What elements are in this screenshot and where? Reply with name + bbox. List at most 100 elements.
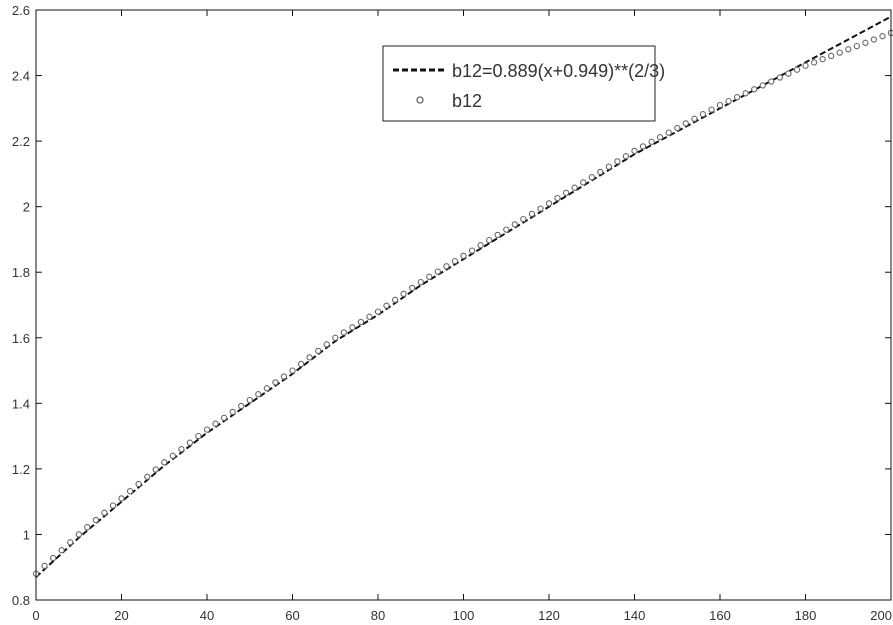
fit-curve-line — [35, 15, 892, 578]
data-point-marker — [716, 101, 724, 109]
data-point-marker — [460, 252, 467, 259]
y-tick-label: 2.2 — [12, 134, 30, 149]
data-point-marker — [537, 205, 544, 212]
data-point-marker — [135, 480, 142, 488]
data-point-marker — [614, 158, 621, 165]
data-point-marker — [528, 210, 536, 218]
data-point-marker — [220, 414, 228, 421]
data-point-marker — [870, 36, 878, 43]
y-tick-label: 0.8 — [12, 593, 30, 608]
x-tick-label: 40 — [200, 608, 214, 623]
data-point-marker — [853, 42, 860, 50]
data-point-marker — [443, 263, 450, 270]
data-point-marker — [195, 432, 202, 440]
data-point-marker — [75, 531, 82, 538]
axis-ticks-layer: 0 20 40 60 80 100 120 140 160 180 200 0.8 1 1.2 1.4 1.6… — [12, 3, 892, 623]
data-point-marker — [118, 495, 125, 502]
data-point-marker — [152, 466, 159, 473]
data-point-marker — [733, 94, 741, 101]
data-point-marker — [708, 106, 715, 113]
x-tick-label: 200 — [870, 608, 892, 623]
data-point-marker — [486, 236, 493, 244]
data-point-marker — [332, 334, 339, 341]
data-point-marker — [545, 200, 553, 207]
data-point-marker — [674, 124, 681, 132]
data-point-marker — [289, 367, 296, 374]
y-tick-label: 1.2 — [12, 462, 30, 477]
legend-marker-sample — [416, 96, 424, 104]
data-point-marker — [255, 391, 262, 398]
data-point-marker — [203, 426, 211, 433]
data-point-marker — [511, 221, 518, 228]
data-point-marker — [793, 66, 801, 73]
data-point-marker — [263, 385, 271, 392]
data-point-marker — [802, 62, 809, 69]
data-point-marker — [665, 129, 672, 136]
data-point-marker — [229, 408, 236, 416]
data-point-marker — [434, 268, 441, 275]
y-tick-label: 1.6 — [12, 331, 30, 346]
x-tick-label: 60 — [285, 608, 299, 623]
data-point-marker — [785, 70, 792, 77]
legend: b12=0.889(x+0.949)**(2/3) b12 — [382, 45, 665, 122]
x-tick-label: 120 — [538, 608, 560, 623]
x-tick-label: 160 — [709, 608, 731, 623]
data-point-marker — [751, 86, 758, 93]
data-point-marker — [58, 547, 65, 554]
data-point-marker — [503, 226, 510, 233]
data-point-marker — [836, 49, 843, 56]
data-point-marker — [580, 179, 587, 186]
y-tick-label: 2 — [23, 200, 30, 215]
x-tick-label: 180 — [795, 608, 817, 623]
data-point-marker — [280, 373, 288, 380]
y-tick-label: 1.8 — [12, 265, 30, 280]
data-point-marker — [340, 329, 347, 336]
data-point-marker — [597, 168, 604, 176]
data-point-marker — [828, 52, 835, 60]
y-tick-label: 2.4 — [12, 69, 30, 84]
data-point-marker — [409, 284, 416, 292]
data-point-marker — [315, 347, 322, 355]
data-point-marker — [494, 231, 501, 239]
data-point-marker — [238, 402, 245, 410]
y-tick-label: 1.4 — [12, 396, 30, 411]
data-point-marker — [101, 509, 108, 516]
data-point-marker — [631, 147, 638, 155]
x-tick-label: 0 — [32, 608, 39, 623]
data-point-marker — [862, 39, 869, 46]
data-point-marker — [605, 163, 613, 170]
y-tick-label: 2.6 — [12, 3, 30, 18]
data-point-marker — [588, 174, 595, 181]
data-point-marker — [477, 242, 484, 249]
x-tick-label: 100 — [453, 608, 475, 623]
legend-label-fit: b12=0.889(x+0.949)**(2/3) — [452, 61, 665, 81]
data-point-marker — [323, 341, 330, 348]
data-point-marker — [776, 74, 784, 81]
data-point-marker — [656, 134, 664, 141]
data-point-marker — [161, 459, 168, 466]
data-point-marker — [357, 318, 365, 326]
data-point-marker — [725, 97, 732, 105]
data-point-marker — [468, 247, 476, 254]
data-point-marker — [92, 516, 100, 524]
x-tick-label: 20 — [114, 608, 128, 623]
data-point-marker — [417, 278, 424, 286]
data-point-marker — [178, 446, 185, 453]
data-point-marker — [297, 360, 305, 368]
data-point-marker — [49, 554, 57, 562]
data-point-marker — [306, 354, 313, 361]
data-point-marker — [810, 59, 818, 66]
data-point-marker — [451, 257, 459, 265]
data-point-marker — [622, 153, 630, 160]
data-point-marker — [126, 488, 134, 495]
data-point-marker — [554, 194, 561, 202]
data-point-marker — [84, 524, 91, 531]
data-point-marker — [426, 273, 433, 280]
data-point-marker — [759, 82, 766, 89]
data-point-marker — [212, 420, 219, 427]
legend-box — [382, 45, 656, 122]
legend-label-data: b12 — [452, 91, 482, 111]
data-point-marker — [845, 46, 852, 53]
data-point-marker — [819, 56, 826, 63]
